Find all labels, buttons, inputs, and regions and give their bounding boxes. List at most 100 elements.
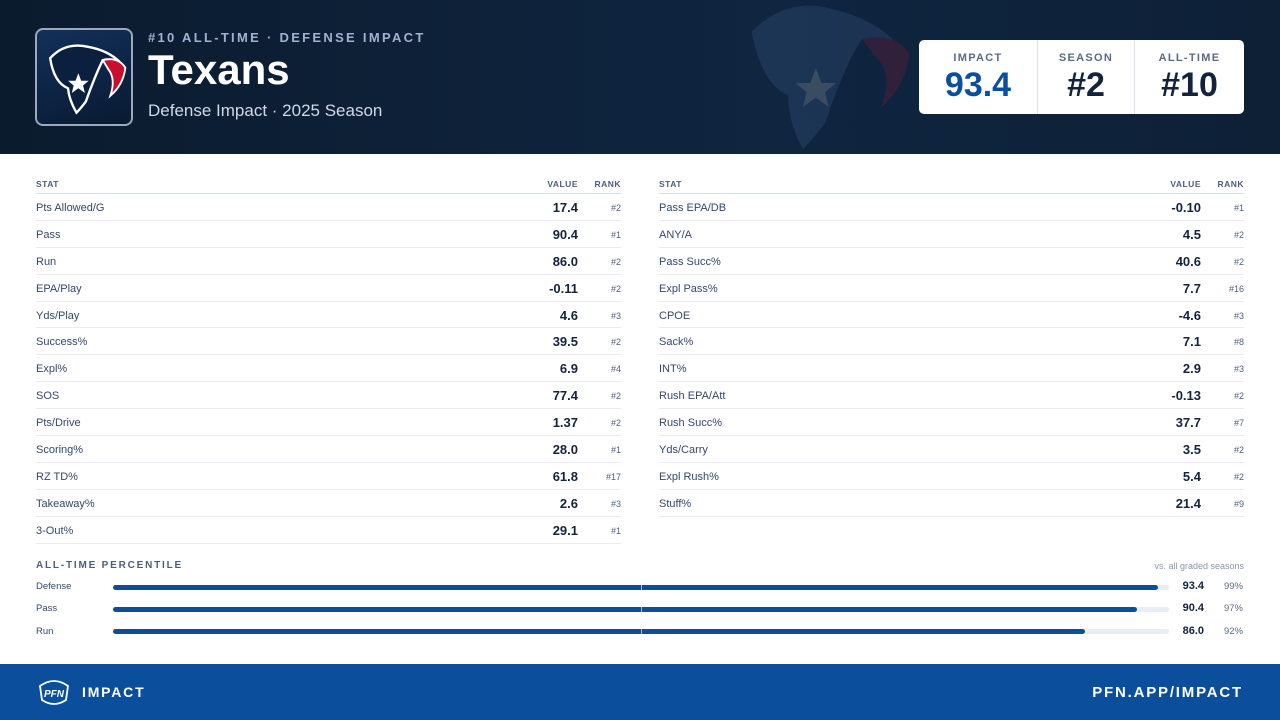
- stat-value: 28.0: [552, 442, 578, 458]
- table-header: STAT VALUE RANK: [36, 176, 621, 194]
- stat-name: RZ TD%: [36, 470, 78, 483]
- logo-text: PFN: [44, 689, 65, 700]
- column-header: STAT: [36, 179, 59, 189]
- table-row: Pass EPA/DB -0.10 #1: [659, 194, 1244, 221]
- column-header: RANK: [594, 179, 621, 189]
- stat-name: Pass EPA/DB: [659, 202, 727, 214]
- stat-value: 17.4: [552, 200, 578, 215]
- stat-value: 29.1: [552, 522, 578, 538]
- percentile-score: 90.4: [1182, 602, 1204, 615]
- percentile-label: 92%: [1223, 625, 1243, 637]
- stat-value: 21.4: [1175, 495, 1201, 511]
- percentile-score: 93.4: [1182, 580, 1204, 592]
- stat-name: Pass Succ%: [659, 255, 721, 268]
- table-row: Takeaway% 2.6 #3: [36, 490, 621, 517]
- percentile-score: 86.0: [1182, 624, 1204, 637]
- table-row: Run 86.0 #2: [36, 248, 621, 275]
- footer-url: PFN.APP/IMPACT: [1092, 684, 1243, 701]
- stat-value: 7.1: [1182, 334, 1201, 350]
- stat-name: Success%: [36, 336, 88, 349]
- stat-rank: #9: [1233, 498, 1244, 509]
- kpi-label: ALL-TIME: [1158, 52, 1221, 64]
- table-row: Yds/Play 4.6 #3: [36, 302, 621, 329]
- stat-value: -0.10: [1171, 200, 1201, 215]
- stat-rank: #16: [1228, 283, 1244, 294]
- percentile-name: Run: [36, 625, 54, 637]
- stat-name: Expl Pass%: [659, 282, 718, 295]
- kpi: SEASON #2: [1037, 40, 1134, 114]
- stat-table: STAT VALUE RANK Pass EPA/DB -0.10 #1 ANY/A 4.5 #…: [659, 176, 1244, 517]
- kpi-label: IMPACT: [953, 52, 1003, 64]
- table-row: Rush EPA/Att -0.13 #2: [659, 382, 1244, 410]
- stat-rank: #7: [1233, 418, 1244, 429]
- stat-name: CPOE: [659, 309, 691, 322]
- kpi-value: #10: [1161, 66, 1218, 104]
- stat-rank: #2: [1233, 471, 1244, 482]
- table-row: Pass Succ% 40.6 #2: [659, 248, 1244, 275]
- stat-rank: #3: [1233, 364, 1244, 375]
- stat-rank: #2: [1233, 256, 1244, 267]
- table-row: Expl% 6.9 #4: [36, 355, 621, 383]
- table-row: CPOE -4.6 #3: [659, 302, 1244, 329]
- percentile-note: vs. all graded seasons: [1154, 561, 1244, 571]
- stat-value: 39.5: [552, 334, 578, 350]
- stat-rank: #1: [610, 525, 621, 536]
- table-row: Pts/Drive 1.37 #2: [36, 409, 621, 437]
- table-row: 3-Out% 29.1 #1: [36, 517, 621, 544]
- stat-rank: #2: [610, 203, 621, 213]
- footer: PFN IMPACT PFN.APP/IMPACT: [0, 664, 1280, 720]
- stat-value: 37.7: [1175, 415, 1201, 431]
- stat-value: -4.6: [1178, 307, 1201, 323]
- stat-value: 4.6: [559, 307, 578, 323]
- column-header: STAT: [659, 179, 682, 189]
- logo-shield: [39, 680, 69, 705]
- percentile-bar: [113, 584, 1159, 590]
- stat-name: Run: [36, 255, 57, 268]
- stat-rank: #1: [610, 229, 621, 240]
- stat-name: Rush EPA/Att: [659, 390, 726, 403]
- stat-name: Rush Succ%: [659, 417, 722, 430]
- kpi-label: SEASON: [1058, 52, 1114, 64]
- percentile-bar: [113, 629, 1085, 635]
- stat-name: Takeaway%: [36, 497, 95, 510]
- stat-name: Stuff%: [659, 497, 692, 510]
- column-header: RANK: [1217, 179, 1244, 189]
- kpi: ALL-TIME #10: [1134, 40, 1244, 114]
- stat-value: 61.8: [552, 468, 578, 484]
- team-name: Texans: [148, 46, 290, 93]
- percentile-title: ALL-TIME PERCENTILE: [36, 560, 183, 571]
- footer-label: IMPACT: [82, 684, 146, 700]
- stat-value: 2.6: [559, 495, 578, 511]
- table-row: Pts Allowed/G 17.4 #2: [36, 194, 621, 221]
- stat-value: 4.5: [1182, 226, 1201, 242]
- stat-value: -0.11: [549, 280, 578, 296]
- stat-value: 3.5: [1182, 442, 1201, 458]
- table-row: Rush Succ% 37.7 #7: [659, 409, 1244, 437]
- kpi-card: IMPACT 93.4 SEASON #2 ALL-TIME #10: [919, 40, 1244, 114]
- table-row: RZ TD% 61.8 #17: [36, 463, 621, 490]
- logo-mark: [48, 44, 127, 115]
- midline: [641, 626, 642, 637]
- table-row: Expl Rush% 5.4 #2: [659, 463, 1244, 490]
- stat-name: ANY/A: [659, 228, 693, 241]
- kpi-value: 93.4: [944, 66, 1012, 104]
- stat-rank: #2: [610, 283, 621, 294]
- subtitle: Defense Impact · 2025 Season: [148, 101, 383, 120]
- table-row: INT% 2.9 #3: [659, 355, 1244, 383]
- table-row: Yds/Carry 3.5 #2: [659, 436, 1244, 463]
- table-row: EPA/Play -0.11 #2: [36, 275, 621, 302]
- midline: [641, 582, 642, 592]
- stat-name: Scoring%: [36, 444, 84, 457]
- percentile-name: Defense: [36, 581, 72, 592]
- stat-rank: #1: [1233, 203, 1244, 213]
- stat-value: 6.9: [559, 361, 578, 377]
- stat-value: 90.4: [552, 226, 578, 242]
- stat-value: 7.7: [1182, 280, 1201, 296]
- header: #10 ALL-TIME · DEFENSE IMPACT Texans Def…: [0, 0, 1280, 154]
- column-header: VALUE: [1170, 179, 1201, 189]
- stat-name: Pts Allowed/G: [36, 202, 105, 214]
- kpi-value: #2: [1067, 66, 1105, 104]
- table-row: ANY/A 4.5 #2: [659, 221, 1244, 248]
